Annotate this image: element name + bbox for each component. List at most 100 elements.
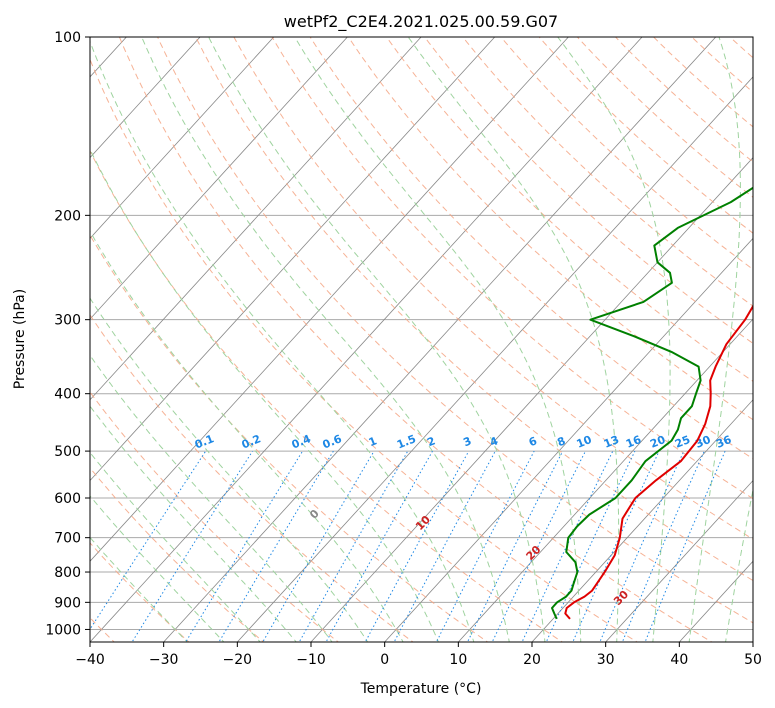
mixing-ratio-line (466, 450, 564, 642)
isotherm-line (310, 157, 753, 642)
isotherm-line (90, 37, 275, 239)
profile-lines (551, 186, 753, 620)
mixing-ratio-label: 0.2 (240, 432, 263, 451)
y-axis-label: Pressure (hPa) (12, 289, 28, 389)
isotherm-line (90, 37, 569, 562)
moist-adiabat-line (90, 405, 297, 642)
dry-adiabat-line (195, 37, 753, 582)
isotherm-line (90, 37, 496, 482)
x-axis-label: Temperature (°C) (360, 681, 482, 697)
dry-adiabat-line (757, 27, 775, 645)
moist-adiabat-line (688, 37, 741, 642)
dry-adiabat-line (652, 37, 753, 128)
moist-adiabat-label: 0 (307, 507, 322, 522)
x-tick-label: −10 (296, 652, 326, 668)
mixing-ratio-line (262, 450, 375, 642)
dry-adiabat-line (462, 37, 753, 307)
x-tick-label: −40 (75, 652, 105, 668)
mixing-ratio-line (393, 450, 496, 642)
mixing-ratio-line (325, 450, 433, 642)
mixing-ratio-label: 1 (367, 434, 379, 449)
moist-adiabat-line (141, 37, 510, 642)
mixing-ratio-line (435, 450, 535, 642)
moist-adiabat-line (557, 37, 671, 642)
mixing-ratio-line (185, 450, 304, 642)
isotherm-line (457, 318, 753, 642)
x-tick-label: −30 (149, 652, 179, 668)
isotherm-line (236, 76, 753, 642)
dry-adiabat-line (309, 37, 753, 460)
moist-adiabat-line (90, 230, 404, 642)
dry-adiabat-line (500, 37, 753, 271)
mixing-ratio-label: 20 (648, 433, 667, 451)
moist-adiabat-line (90, 297, 369, 642)
x-axis: −40 −30 −20 −10 0 10 20 30 40 50 (75, 642, 762, 668)
dry-adiabat-line (157, 37, 753, 624)
moist-adiabat-line (90, 536, 188, 642)
mixing-ratio-label: 3 (461, 434, 473, 449)
mixing-ratio-line (572, 450, 660, 642)
dry-adiabat-line (233, 37, 753, 540)
mixing-ratio-label: 25 (673, 433, 692, 451)
mixing-ratio-label: 2 (425, 434, 437, 449)
mixing-ratio-label: 1.5 (395, 432, 418, 451)
moist-adiabat-label: 40 (665, 641, 685, 661)
dry-adiabat-line (691, 37, 753, 93)
dry-adiabat-line (385, 37, 753, 382)
mixing-ratio-label: 6 (527, 434, 539, 449)
isotherm-line (752, 641, 753, 642)
mixing-ratio-label: 13 (602, 433, 621, 451)
dry-adiabat-line (729, 37, 753, 59)
y-tick-label: 900 (54, 595, 81, 611)
mixing-ratio-line (599, 450, 685, 642)
isotherm-line (384, 237, 753, 642)
dry-adiabat-line (90, 391, 340, 642)
moist-adiabat-line (90, 148, 439, 642)
background-lines (90, 27, 775, 645)
moist-adiabat-line (90, 354, 333, 642)
mixing-ratio-line (644, 450, 726, 642)
x-tick-label: 30 (597, 652, 615, 668)
moist-adiabat-line (90, 451, 261, 642)
x-tick-label: 50 (744, 652, 762, 668)
mixing-ratio-label: 0.1 (193, 432, 216, 451)
plot-frame (89, 36, 754, 643)
y-tick-label: 200 (54, 208, 81, 224)
mixing-ratio-label: 10 (575, 433, 594, 451)
y-tick-label: 400 (54, 387, 81, 403)
y-tick-label: 500 (54, 444, 81, 460)
mixing-ratio-line (621, 450, 705, 642)
mixing-ratio-line (364, 450, 470, 642)
mixing-ratio-line (545, 450, 636, 642)
dry-adiabat-line (271, 37, 753, 500)
dry-adiabat-line (424, 37, 753, 344)
dry-adiabat-line (118, 37, 713, 642)
dry-adiabat-line (347, 37, 753, 421)
moist-adiabat-line (208, 37, 546, 642)
dry-adiabat-line (538, 37, 753, 234)
y-tick-label: 100 (54, 30, 81, 46)
moist-adiabat-line (90, 495, 225, 642)
x-tick-label: 10 (449, 652, 467, 668)
isotherm-line (163, 37, 717, 642)
moist-adiabat-line (407, 37, 620, 642)
moist-adiabat-line (725, 487, 753, 642)
x-tick-label: 40 (670, 652, 688, 668)
y-tick-label: 600 (54, 491, 81, 507)
y-axis: 100 200 300 400 500 600 700 800 900 1000 (45, 30, 90, 638)
dry-adiabat-line (90, 314, 414, 642)
y-tick-label: 300 (54, 313, 81, 329)
moist-adiabat-label: 20 (524, 543, 544, 563)
dry-adiabat-line (90, 542, 190, 642)
dry-adiabat-line (90, 467, 265, 642)
mixing-ratio-line (90, 450, 207, 631)
moist-adiabat-line (90, 40, 475, 642)
x-tick-label: 20 (523, 652, 541, 668)
dewpoint-profile-line (551, 186, 753, 620)
mixing-ratio-label: 36 (714, 433, 733, 451)
temperature-profile-line (564, 304, 753, 620)
mixing-ratio-line (298, 450, 409, 642)
y-tick-label: 1000 (45, 622, 81, 638)
mixing-ratio-line (218, 450, 334, 642)
isotherm-line (90, 37, 348, 320)
